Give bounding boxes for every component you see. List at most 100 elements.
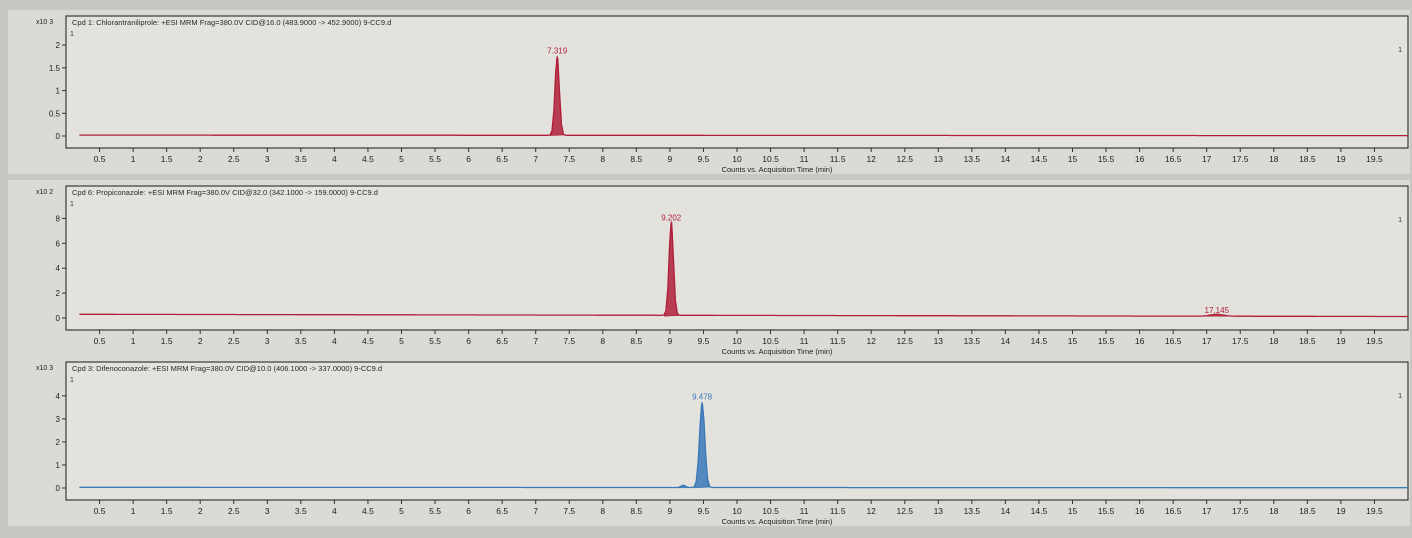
peak-label: 9.202	[661, 213, 682, 222]
x-tick-label: 0.5	[94, 506, 106, 516]
chromatogram-panel-3: x10 3 Cpd 3: Difenoconazole: +ESI MRM Fra…	[8, 356, 1410, 526]
x-tick-label: 10	[732, 336, 742, 346]
plot-frame	[65, 15, 1409, 149]
x-tick-label: 8	[600, 154, 605, 164]
x-tick-label: 7.5	[563, 336, 575, 346]
x-tick-label: 16.5	[1165, 506, 1182, 516]
x-tick-label: 18	[1269, 506, 1279, 516]
x-tick-label: 16.5	[1165, 154, 1182, 164]
x-tick-label: 3	[265, 154, 270, 164]
x-tick-label: 17	[1202, 336, 1212, 346]
x-tick-label: 16	[1135, 154, 1145, 164]
y-tick-label: 0.5	[49, 109, 61, 118]
x-tick-label: 16	[1135, 336, 1145, 346]
x-tick-label: 18.5	[1299, 336, 1316, 346]
chromatogram-trace	[79, 58, 1408, 137]
y-tick-label: 1	[56, 87, 61, 96]
x-tick-label: 1	[131, 336, 136, 346]
x-tick-label: 6	[466, 506, 471, 516]
y-tick-label: 2	[56, 438, 61, 447]
x-tick-label: 3.5	[295, 154, 307, 164]
x-tick-label: 15.5	[1098, 336, 1115, 346]
x-tick-label: 9	[668, 154, 673, 164]
x-tick-label: 11	[800, 506, 809, 516]
x-tick-label: 4.5	[362, 336, 374, 346]
x-tick-label: 4	[332, 506, 337, 516]
y-tick-label: 4	[56, 392, 61, 401]
x-tick-label: 6	[466, 154, 471, 164]
x-tick-label: 19.5	[1366, 506, 1383, 516]
x-tick-label: 19.5	[1366, 154, 1383, 164]
x-tick-label: 8	[600, 336, 605, 346]
x-tick-label: 19	[1336, 336, 1346, 346]
x-axis-label: Counts vs. Acquisition Time (min)	[722, 517, 833, 526]
x-tick-label: 12.5	[896, 506, 913, 516]
x-tick-label: 5	[399, 506, 404, 516]
x-tick-label: 10.5	[762, 336, 779, 346]
x-tick-label: 13	[934, 506, 944, 516]
x-tick-label: 1.5	[161, 336, 173, 346]
x-tick-label: 9	[668, 506, 673, 516]
x-tick-label: 13	[934, 154, 944, 164]
peak-area	[676, 485, 691, 489]
x-tick-label: 0.5	[94, 154, 106, 164]
y-tick-label: 4	[56, 264, 61, 273]
x-tick-label: 12	[866, 154, 876, 164]
x-tick-label: 6.5	[496, 506, 508, 516]
x-tick-label: 17.5	[1232, 154, 1249, 164]
x-axis-label: Counts vs. Acquisition Time (min)	[722, 347, 833, 356]
x-tick-label: 14	[1001, 154, 1011, 164]
x-tick-label: 14.5	[1031, 154, 1048, 164]
x-tick-label: 7	[533, 154, 538, 164]
x-tick-label: 13.5	[964, 336, 981, 346]
x-tick-label: 13.5	[964, 154, 981, 164]
x-tick-label: 9	[668, 336, 673, 346]
peak-label: 9.478	[692, 393, 713, 402]
y-multiplier: x10 3	[36, 19, 53, 26]
x-tick-label: 11.5	[830, 506, 846, 516]
x-tick-label: 12	[866, 336, 876, 346]
x-tick-label: 6.5	[496, 336, 508, 346]
x-tick-label: 5	[399, 154, 404, 164]
y-multiplier: x10 2	[36, 189, 53, 196]
y-tick-label: 6	[56, 239, 61, 248]
y-tick-label: 2	[56, 289, 61, 298]
x-tick-label: 7	[533, 506, 538, 516]
x-tick-label: 15.5	[1098, 506, 1115, 516]
y-tick-label: 0	[56, 132, 61, 141]
plot-frame	[65, 185, 1409, 331]
peak-area	[1196, 313, 1237, 317]
chromatogram-trace	[79, 402, 1408, 489]
x-tick-label: 7.5	[563, 154, 575, 164]
y-tick-label: 2	[56, 41, 61, 50]
corner-mark-left: 1	[70, 31, 74, 38]
x-tick-label: 8.5	[630, 336, 642, 346]
x-tick-label: 5	[399, 336, 404, 346]
x-tick-label: 1.5	[161, 154, 173, 164]
chromatogram-panel-1: x10 3 Cpd 1: Chlorantraniliprole: +ESI MR…	[8, 10, 1410, 174]
x-tick-label: 19.5	[1366, 336, 1383, 346]
corner-mark-left: 1	[70, 377, 74, 384]
x-tick-label: 11	[800, 336, 809, 346]
x-tick-label: 6	[466, 336, 471, 346]
x-tick-label: 1	[131, 154, 136, 164]
x-tick-label: 17	[1202, 506, 1212, 516]
y-tick-label: 8	[56, 214, 61, 223]
x-tick-label: 7	[533, 336, 538, 346]
x-tick-label: 2.5	[228, 154, 240, 164]
x-tick-label: 4.5	[362, 154, 374, 164]
x-tick-label: 8.5	[630, 154, 642, 164]
trace-header: Cpd 3: Difenoconazole: +ESI MRM Frag=380…	[72, 364, 382, 373]
x-tick-label: 3	[265, 336, 270, 346]
x-tick-label: 2	[198, 154, 203, 164]
x-tick-label: 2.5	[228, 506, 240, 516]
x-tick-label: 5.5	[429, 154, 441, 164]
chromatogram-panel-2: x10 2 Cpd 6: Propiconazole: +ESI MRM Frag…	[8, 180, 1410, 356]
x-tick-label: 11.5	[830, 154, 846, 164]
x-tick-label: 17.5	[1232, 506, 1249, 516]
x-tick-label: 12.5	[896, 154, 913, 164]
x-tick-label: 5.5	[429, 336, 441, 346]
y-tick-label: 1.5	[49, 64, 61, 73]
x-tick-label: 3	[265, 506, 270, 516]
